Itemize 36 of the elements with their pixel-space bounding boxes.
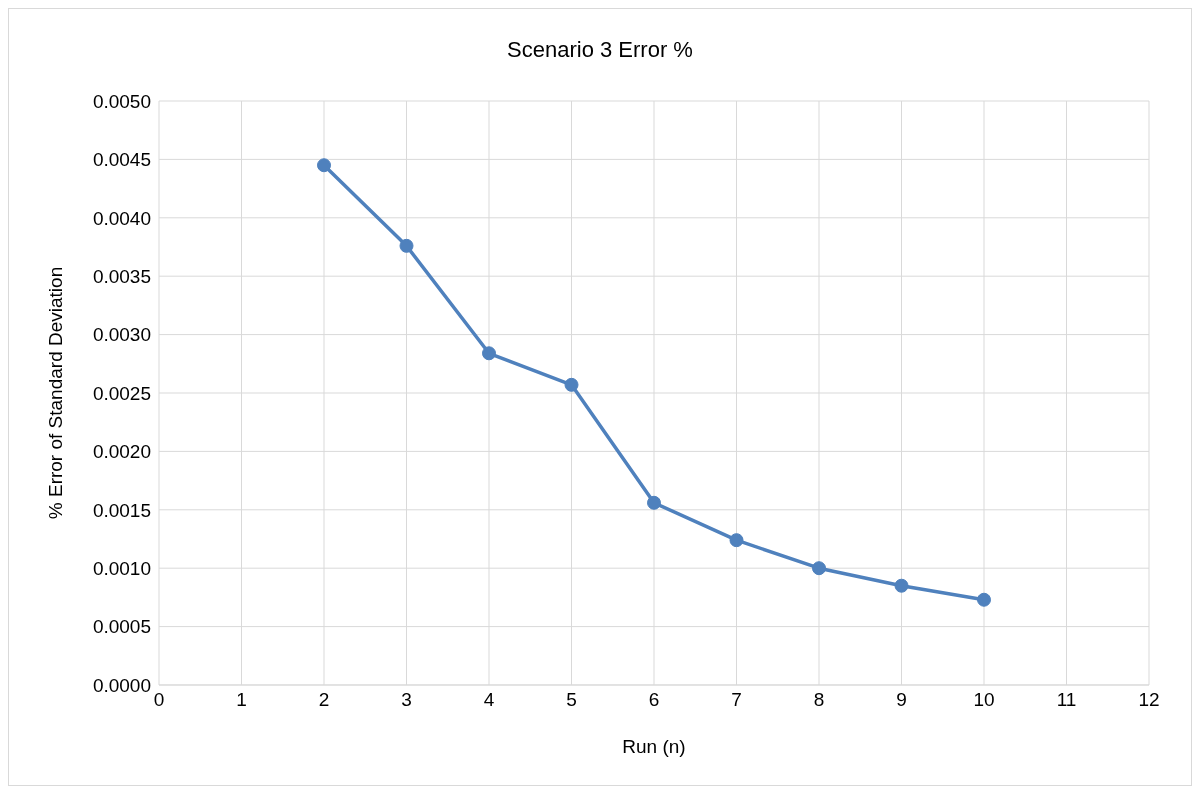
x-tick-label: 10 bbox=[973, 689, 995, 711]
x-tick-label: 6 bbox=[648, 689, 660, 711]
point bbox=[812, 561, 826, 576]
y-tick-label: 0.0030 bbox=[92, 324, 151, 346]
point bbox=[729, 533, 744, 548]
x-tick-label: 9 bbox=[896, 689, 907, 711]
x-tick-label: 8 bbox=[813, 689, 825, 711]
x-axis-title: Run (n) bbox=[622, 736, 686, 757]
x-tick-label: 7 bbox=[731, 689, 742, 711]
y-tick-label: 0.0000 bbox=[92, 674, 151, 696]
x-tick-label: 11 bbox=[1056, 689, 1077, 711]
y-tick-label: 0.0020 bbox=[92, 441, 151, 463]
x-tick-label: 12 bbox=[1138, 689, 1160, 711]
y-tick-label: 0.0015 bbox=[92, 499, 151, 521]
point bbox=[564, 377, 579, 392]
point bbox=[317, 158, 331, 173]
y-tick-label: 0.0040 bbox=[92, 207, 151, 229]
point bbox=[482, 346, 496, 361]
x-tick-label: 5 bbox=[566, 689, 577, 711]
x-tick-label: 2 bbox=[318, 689, 330, 711]
chart-title: Scenario 3 Error % bbox=[506, 36, 694, 64]
y-axis-title: % Error of Standard Deviation bbox=[44, 266, 66, 520]
point bbox=[977, 592, 991, 607]
point bbox=[647, 495, 661, 510]
y-tick-label: 0.0010 bbox=[92, 557, 151, 579]
y-tick-label: 0.0035 bbox=[92, 265, 151, 287]
x-tick-label: 1 bbox=[236, 689, 247, 711]
y-tick-label: 0.0005 bbox=[92, 616, 151, 638]
x-tick-label: 0 bbox=[153, 689, 165, 711]
point bbox=[399, 238, 414, 253]
y-tick-label: 0.0025 bbox=[92, 382, 151, 404]
x-tick-label: 4 bbox=[483, 689, 495, 711]
x-tick-label: 3 bbox=[401, 689, 412, 711]
point bbox=[894, 578, 909, 593]
y-tick-label: 0.0045 bbox=[92, 149, 151, 171]
y-tick-label: 0.0050 bbox=[92, 90, 151, 112]
